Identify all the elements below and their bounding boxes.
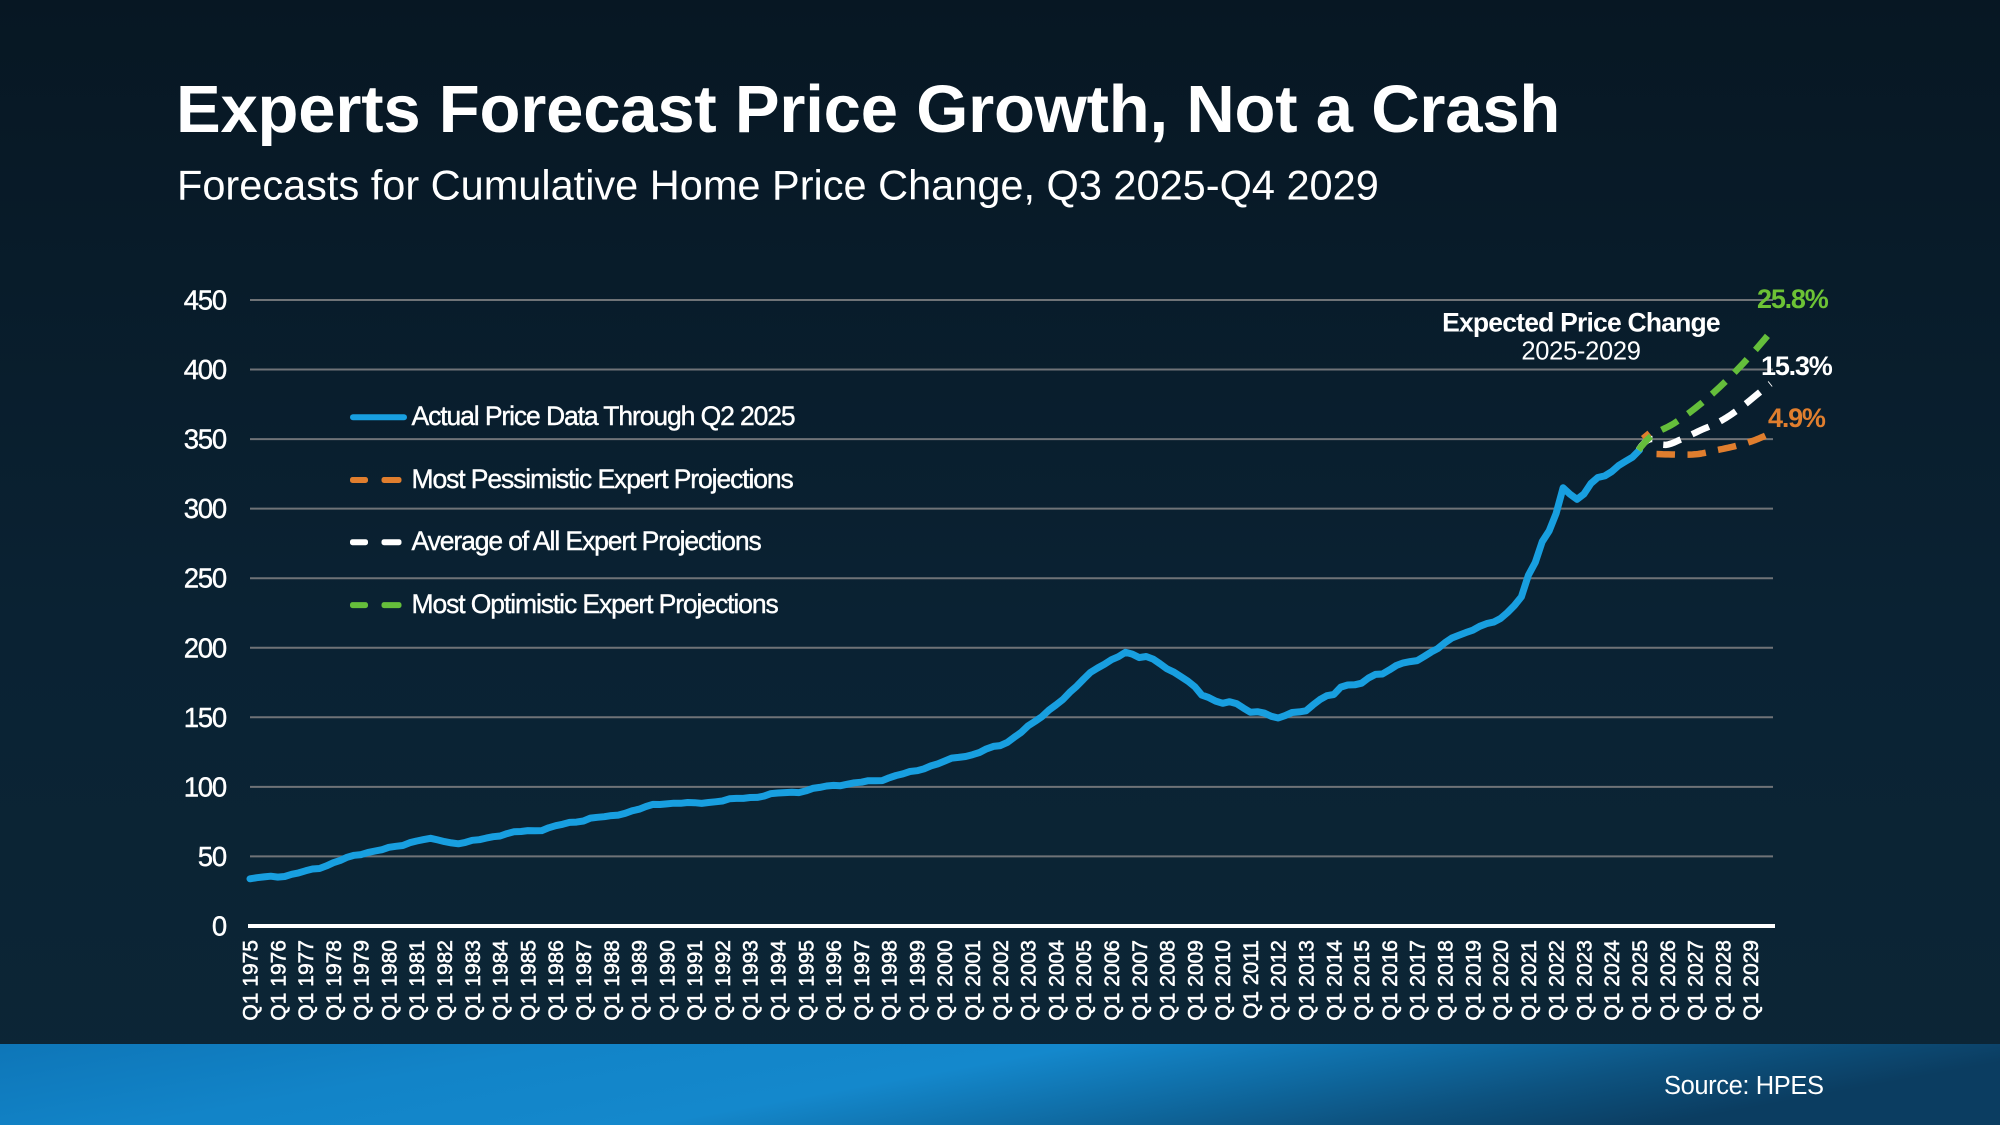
svg-text:Q1 2001: Q1 2001 [962, 940, 985, 1021]
svg-text:Q1 1999: Q1 1999 [907, 940, 930, 1021]
svg-text:Average of All Expert Projecti: Average of All Expert Projections [412, 526, 762, 556]
svg-text:Q1 2014: Q1 2014 [1323, 940, 1346, 1021]
svg-text:200: 200 [184, 632, 227, 663]
svg-text:Q1 2026: Q1 2026 [1657, 940, 1680, 1021]
svg-text:Q1 1985: Q1 1985 [517, 940, 540, 1021]
svg-text:Q1 2012: Q1 2012 [1268, 940, 1291, 1021]
svg-text:Q1 2019: Q1 2019 [1462, 940, 1485, 1021]
svg-text:Q1 2023: Q1 2023 [1573, 940, 1596, 1021]
svg-text:Actual Price Data Through Q2 2: Actual Price Data Through Q2 2025 [412, 401, 795, 431]
svg-text:Q1 1975: Q1 1975 [240, 940, 263, 1021]
svg-text:Most Optimistic Expert Project: Most Optimistic Expert Projections [412, 589, 779, 619]
svg-text:Q1 1983: Q1 1983 [462, 940, 485, 1021]
svg-text:Q1 2011: Q1 2011 [1240, 940, 1263, 1019]
svg-text:Expected Price Change: Expected Price Change [1442, 308, 1720, 338]
svg-text:Q1 2008: Q1 2008 [1157, 940, 1180, 1021]
svg-text:Q1 2002: Q1 2002 [990, 940, 1013, 1021]
svg-text:Source: HPES: Source: HPES [1664, 1072, 1824, 1100]
svg-text:Q1 1977: Q1 1977 [295, 940, 318, 1021]
svg-text:Q1 1976: Q1 1976 [267, 940, 290, 1021]
svg-text:Q1 1981: Q1 1981 [406, 940, 429, 1021]
svg-text:Q1 2016: Q1 2016 [1379, 940, 1402, 1021]
svg-text:Q1 1998: Q1 1998 [879, 940, 902, 1021]
svg-text:Q1 1996: Q1 1996 [823, 940, 846, 1021]
svg-text:Q1 2007: Q1 2007 [1129, 940, 1152, 1021]
svg-text:Q1 2025: Q1 2025 [1629, 940, 1652, 1021]
svg-text:250: 250 [184, 563, 227, 594]
svg-text:Q1 2013: Q1 2013 [1296, 940, 1319, 1021]
svg-text:Q1 2000: Q1 2000 [934, 940, 957, 1021]
svg-text:Most Pessimistic Expert Projec: Most Pessimistic Expert Projections [412, 464, 794, 494]
svg-text:Q1 2027: Q1 2027 [1685, 940, 1708, 1021]
svg-text:Q1 2018: Q1 2018 [1435, 940, 1458, 1021]
svg-text:Q1 2029: Q1 2029 [1740, 940, 1763, 1021]
svg-text:150: 150 [184, 702, 227, 733]
svg-text:100: 100 [184, 771, 227, 802]
svg-text:Q1 2017: Q1 2017 [1407, 940, 1430, 1021]
svg-text:Q1 2004: Q1 2004 [1045, 940, 1068, 1021]
svg-text:Q1 2028: Q1 2028 [1712, 940, 1735, 1021]
svg-text:Q1 1984: Q1 1984 [490, 940, 513, 1021]
svg-text:Experts Forecast Price Growth,: Experts Forecast Price Growth, Not a Cra… [176, 72, 1560, 147]
svg-text:Q1 1992: Q1 1992 [712, 940, 735, 1021]
svg-text:400: 400 [184, 354, 227, 385]
svg-text:Q1 2021: Q1 2021 [1518, 940, 1541, 1021]
svg-text:Q1 1986: Q1 1986 [545, 940, 568, 1021]
svg-text:450: 450 [184, 285, 227, 316]
svg-text:Q1 2020: Q1 2020 [1490, 940, 1513, 1021]
svg-text:Q1 1982: Q1 1982 [434, 940, 457, 1021]
svg-text:300: 300 [184, 493, 227, 524]
svg-text:Q1 1989: Q1 1989 [629, 940, 652, 1021]
svg-text:Q1 1980: Q1 1980 [378, 940, 401, 1021]
svg-text:Q1 1988: Q1 1988 [601, 940, 624, 1021]
svg-text:350: 350 [184, 424, 227, 455]
svg-text:Q1 1997: Q1 1997 [851, 940, 874, 1021]
svg-text:Q1 2022: Q1 2022 [1546, 940, 1569, 1021]
svg-text:50: 50 [198, 841, 227, 872]
svg-text:Q1 1994: Q1 1994 [768, 940, 791, 1021]
svg-text:Q1 1979: Q1 1979 [351, 940, 374, 1021]
svg-text:Forecasts for Cumulative Home: Forecasts for Cumulative Home Price Chan… [177, 162, 1379, 209]
svg-text:0: 0 [212, 911, 227, 942]
svg-text:Q1 2024: Q1 2024 [1601, 940, 1624, 1021]
svg-text:Q1 2006: Q1 2006 [1101, 940, 1124, 1021]
svg-text:Q1 1990: Q1 1990 [656, 940, 679, 1021]
svg-text:Q1 1978: Q1 1978 [323, 940, 346, 1021]
svg-text:15.3%: 15.3% [1761, 351, 1833, 381]
svg-text:Q1 2010: Q1 2010 [1212, 940, 1235, 1021]
svg-text:Q1 2005: Q1 2005 [1073, 940, 1096, 1021]
svg-text:4.9%: 4.9% [1768, 403, 1826, 433]
svg-text:Q1 1987: Q1 1987 [573, 940, 596, 1021]
svg-text:Q1 1995: Q1 1995 [795, 940, 818, 1021]
svg-text:Q1 2009: Q1 2009 [1184, 940, 1207, 1021]
svg-text:25.8%: 25.8% [1757, 284, 1829, 314]
svg-text:Q1 2003: Q1 2003 [1018, 940, 1041, 1021]
svg-text:2025-2029: 2025-2029 [1521, 338, 1640, 366]
svg-text:Q1 2015: Q1 2015 [1351, 940, 1374, 1021]
svg-text:Q1 1991: Q1 1991 [684, 940, 707, 1021]
svg-text:Q1 1993: Q1 1993 [740, 940, 763, 1021]
